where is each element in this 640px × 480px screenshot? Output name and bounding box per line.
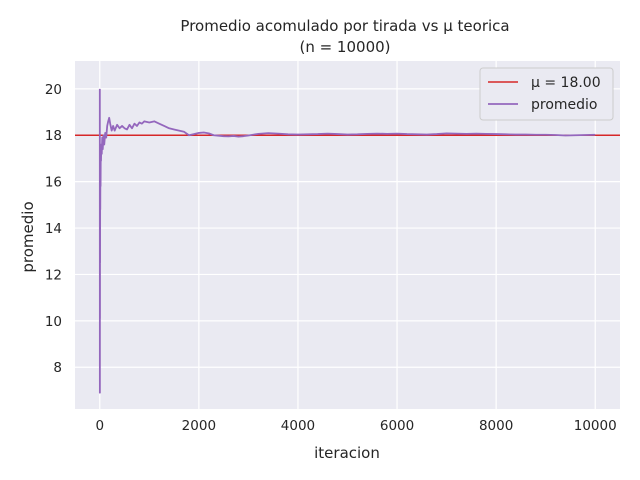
x-tick-labels: 0 2000 4000 6000 8000 10000 [95, 418, 616, 434]
y-tick-label: 8 [53, 360, 62, 376]
legend-label-reference: μ = 18.00 [531, 75, 601, 91]
chart-title: Promedio acomulado por tirada vs μ teori… [180, 17, 509, 35]
series-line-promedio [98, 88, 596, 394]
y-tick-label: 18 [45, 128, 62, 144]
x-tick-label: 10000 [574, 418, 617, 434]
y-tick-labels: 8 10 12 14 16 18 20 [45, 82, 62, 376]
legend-box [479, 67, 614, 121]
y-tick-label: 12 [45, 267, 62, 283]
legend: μ = 18.00 promedio [479, 67, 614, 121]
y-tick-label: 10 [45, 314, 62, 330]
y-tick-label: 16 [45, 175, 62, 191]
x-tick-label: 4000 [281, 418, 315, 434]
legend-label-promedio: promedio [531, 97, 598, 113]
x-tick-label: 6000 [380, 418, 414, 434]
x-axis-label: iteracion [314, 444, 380, 462]
y-axis-label: promedio [19, 201, 37, 272]
x-tick-label: 0 [95, 418, 104, 434]
x-tick-label: 2000 [182, 418, 216, 434]
x-tick-label: 8000 [479, 418, 513, 434]
chart-subtitle: (n = 10000) [299, 38, 390, 56]
y-tick-label: 14 [45, 221, 62, 237]
y-tick-label: 20 [45, 82, 62, 98]
grid [75, 61, 620, 409]
